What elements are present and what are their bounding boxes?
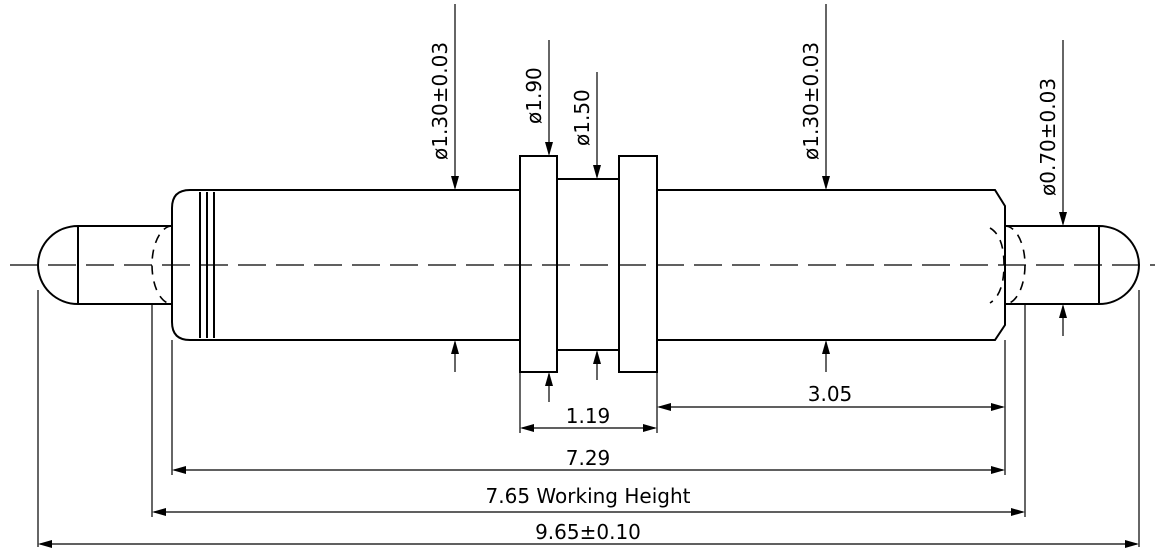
dia-barrel-right-label: ø1.30±0.03 — [799, 42, 823, 160]
left-flange — [519, 155, 558, 373]
dia-flange-label: ø1.90 — [522, 67, 546, 124]
dim-dia-neck: ø1.50 — [570, 72, 601, 380]
dim-len-flange: 1.19 — [520, 404, 657, 432]
len-body-label: 7.29 — [566, 446, 611, 470]
overall-label: 9.65±0.10 — [535, 520, 641, 544]
dim-len-body: 7.29 — [172, 446, 1005, 474]
right-barrel — [657, 189, 1006, 341]
dim-overall: 9.65±0.10 — [38, 520, 1139, 548]
dim-working-height: 7.65 Working Height — [152, 484, 1025, 516]
dim-dia-plunger: ø0.70±0.03 — [1036, 40, 1067, 336]
neck — [557, 178, 619, 351]
left-barrel — [171, 189, 520, 341]
dim-dia-barrel-left: ø1.30±0.03 — [428, 4, 459, 372]
dim-dia-barrel-right: ø1.30±0.03 — [799, 4, 830, 372]
dia-neck-label: ø1.50 — [570, 89, 594, 146]
extension-lines — [37, 290, 1140, 547]
left-plunger — [37, 225, 173, 305]
right-flange — [618, 155, 658, 373]
right-plunger — [1004, 225, 1140, 305]
dim-dia-flange: ø1.90 — [522, 40, 553, 402]
len-flange-label: 1.19 — [566, 404, 611, 428]
dia-barrel-left-label: ø1.30±0.03 — [428, 42, 452, 160]
dim-len-right: 3.05 — [657, 382, 1005, 411]
len-right-label: 3.05 — [808, 382, 853, 406]
working-height-label: 7.65 Working Height — [486, 484, 691, 508]
dia-plunger-label: ø0.70±0.03 — [1036, 78, 1060, 196]
